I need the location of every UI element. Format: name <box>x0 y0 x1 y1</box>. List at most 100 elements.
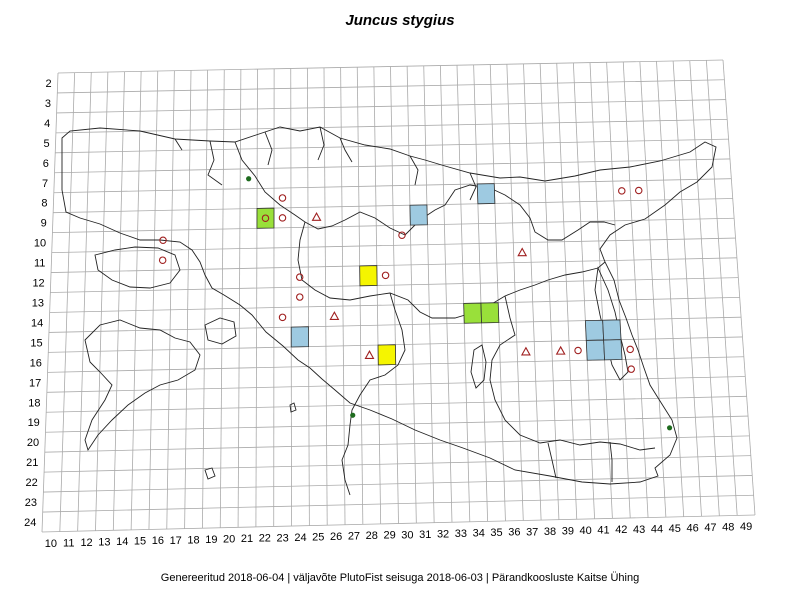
grid-line-horizontal <box>54 158 730 174</box>
grid-line-vertical <box>523 63 542 521</box>
column-tick-label: 29 <box>383 530 395 542</box>
row-tick-label: 6 <box>43 158 49 170</box>
row-tick-label: 24 <box>24 517 36 529</box>
column-tick-label: 49 <box>740 521 752 533</box>
column-tick-label: 27 <box>348 531 360 543</box>
row-tick-label: 5 <box>43 138 49 150</box>
row-tick-label: 15 <box>30 337 42 349</box>
open-circle-marker <box>158 256 167 264</box>
grid-line-vertical <box>489 64 506 521</box>
green-dot-marker <box>350 412 356 418</box>
column-tick-label: 39 <box>562 525 574 537</box>
vortsjarv-lake <box>470 344 487 389</box>
coast-bay-1 <box>317 126 477 201</box>
grid-line-vertical <box>705 60 738 516</box>
column-tick-label: 37 <box>526 526 538 538</box>
grid-line-vertical <box>589 62 613 519</box>
mainland-border <box>61 126 717 485</box>
grid-line-vertical <box>184 70 192 529</box>
grid-line-horizontal <box>51 257 737 273</box>
column-tick-label: 24 <box>294 532 306 544</box>
grid-line-horizontal <box>42 494 754 513</box>
column-tick-label: 19 <box>205 534 217 546</box>
open-circle-marker <box>261 214 270 222</box>
column-tick-label: 15 <box>134 536 146 548</box>
grid-line-vertical <box>689 60 720 516</box>
column-tick-label: 11 <box>63 537 74 549</box>
green-dot-marker <box>246 176 252 182</box>
column-tick-label: 13 <box>98 537 110 549</box>
grid-line-vertical <box>237 69 242 528</box>
row-tick-label: 17 <box>29 377 41 389</box>
column-tick-label: 14 <box>116 536 128 548</box>
row-tick-label: 21 <box>26 457 38 469</box>
grid-line-horizontal <box>50 277 739 293</box>
grid-line-horizontal <box>45 415 749 433</box>
open-circle-marker <box>295 273 304 281</box>
column-tick-label: 18 <box>187 534 199 546</box>
triangle-marker <box>520 346 531 356</box>
grid-line-vertical <box>606 62 631 518</box>
occupied-square-blue <box>603 339 623 361</box>
column-tick-label: 38 <box>544 526 556 538</box>
grid-line-vertical <box>148 71 159 530</box>
grid-line-horizontal <box>52 217 735 234</box>
islet-2 <box>289 402 297 413</box>
county-line-south <box>341 292 406 496</box>
grid-line-horizontal <box>46 395 747 413</box>
map-footer: Genereeritud 2018-06-04 | väljavõte Plut… <box>160 572 640 584</box>
grid-line-vertical <box>672 60 702 517</box>
hiiumaa-island <box>94 246 181 289</box>
column-tick-label: 16 <box>152 535 164 547</box>
grid-line-horizontal <box>41 514 756 533</box>
coast-bay-2 <box>174 131 273 186</box>
grid-line-horizontal <box>53 178 732 194</box>
occurrence-markers <box>158 176 673 431</box>
saaremaa-island <box>84 319 201 452</box>
grid-line-horizontal <box>57 79 725 94</box>
column-tick-label: 23 <box>277 532 289 544</box>
column-tick-label: 35 <box>490 527 502 539</box>
row-tick-label: 11 <box>34 258 45 270</box>
grid-line-vertical <box>166 70 175 530</box>
occupied-square-blue <box>476 183 496 205</box>
grid-line-vertical <box>572 62 595 519</box>
map-title: Juncus stygius <box>345 12 455 29</box>
open-circle-marker <box>278 313 287 322</box>
grid-line-horizontal <box>55 118 728 134</box>
grid-line-vertical <box>356 67 364 525</box>
grid-line-horizontal <box>56 99 726 114</box>
column-tick-label: 42 <box>615 524 627 536</box>
triangle-marker <box>311 211 322 221</box>
grid-line-vertical <box>373 66 382 524</box>
open-circle-marker <box>381 271 390 280</box>
column-tick-label: 26 <box>330 531 342 543</box>
grid-line-horizontal <box>55 138 729 154</box>
row-tick-label: 2 <box>46 78 52 90</box>
county-line-north <box>404 184 616 241</box>
column-tick-label: 34 <box>473 528 485 540</box>
occupied-square-green <box>480 302 500 324</box>
row-tick-label: 7 <box>42 178 48 190</box>
column-tick-label: 36 <box>508 527 520 539</box>
grid-line-horizontal <box>49 296 740 313</box>
grid-line-vertical <box>639 61 667 518</box>
occupied-square-green <box>256 207 275 229</box>
open-circle-marker <box>626 345 634 354</box>
column-tick-label: 22 <box>259 533 271 545</box>
grid-line-horizontal <box>48 316 742 333</box>
occupied-square-blue <box>584 319 605 341</box>
row-tick-label: 12 <box>32 278 44 290</box>
row-tick-label: 18 <box>28 397 40 409</box>
grid-line-vertical <box>306 68 310 526</box>
county-line-west <box>234 141 406 236</box>
row-tick-label: 16 <box>30 357 42 369</box>
column-tick-label: 32 <box>437 528 449 540</box>
grid-line-vertical <box>456 65 471 522</box>
column-tick-label: 46 <box>686 522 698 534</box>
occupied-square-blue <box>409 204 428 226</box>
triangle-marker <box>364 350 375 359</box>
open-circle-marker <box>618 187 626 195</box>
grid-line-vertical <box>95 72 109 531</box>
column-tick-label: 43 <box>633 524 645 536</box>
